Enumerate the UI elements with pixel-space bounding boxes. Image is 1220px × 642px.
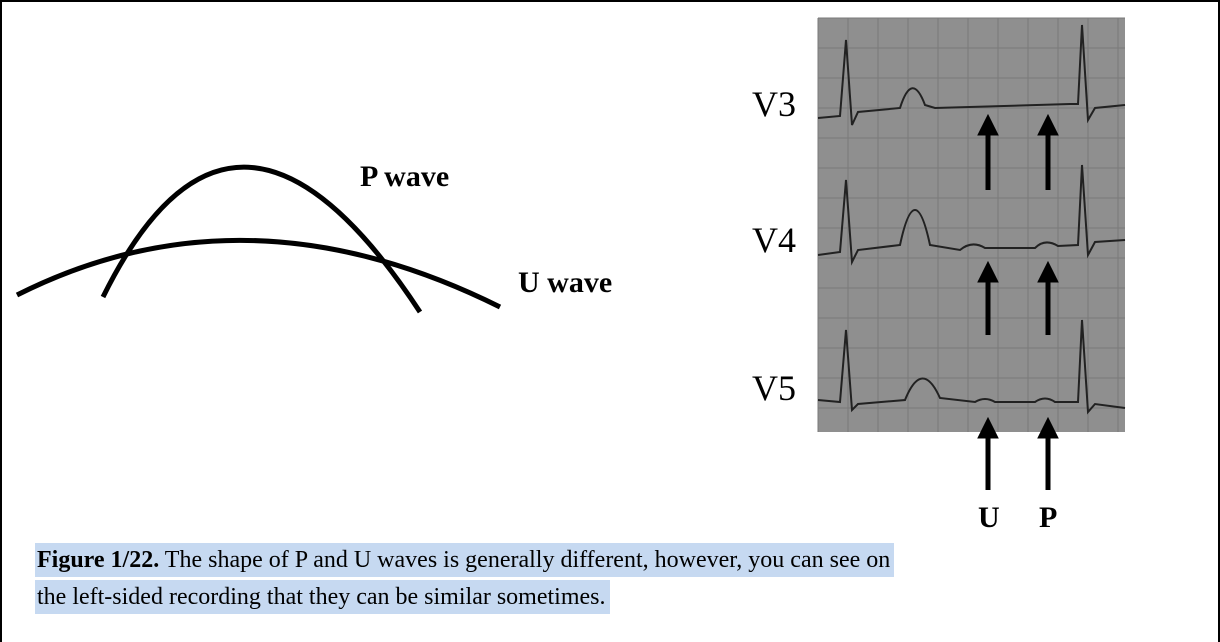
lead-labels: V3 V4 V5 — [752, 84, 796, 408]
arrow-label: P — [1039, 501, 1057, 534]
ecg-image — [818, 18, 1125, 432]
lead-label: V4 — [752, 220, 796, 260]
caption-text: The shape of P and U waves is generally … — [159, 547, 890, 573]
caption-text: the left-sided recording that they can b… — [37, 584, 606, 610]
caption-line: the left-sided recording that they can b… — [35, 580, 610, 614]
figure: P wave U wave V3 V4 V5 U P — [0, 0, 1220, 630]
u-wave-label: U wave — [518, 266, 612, 299]
lead-label: V3 — [752, 84, 796, 124]
arrow-label: U — [978, 501, 1000, 534]
lead-label: V5 — [752, 368, 796, 408]
caption-line: Figure 1/22. The shape of P and U waves … — [35, 543, 894, 577]
caption-label: Figure 1/22. — [37, 547, 159, 573]
u-wave-curve — [17, 240, 500, 307]
page: P wave U wave V3 V4 V5 U P Figure 1/22. … — [0, 0, 1220, 630]
p-wave-label: P wave — [360, 160, 449, 193]
